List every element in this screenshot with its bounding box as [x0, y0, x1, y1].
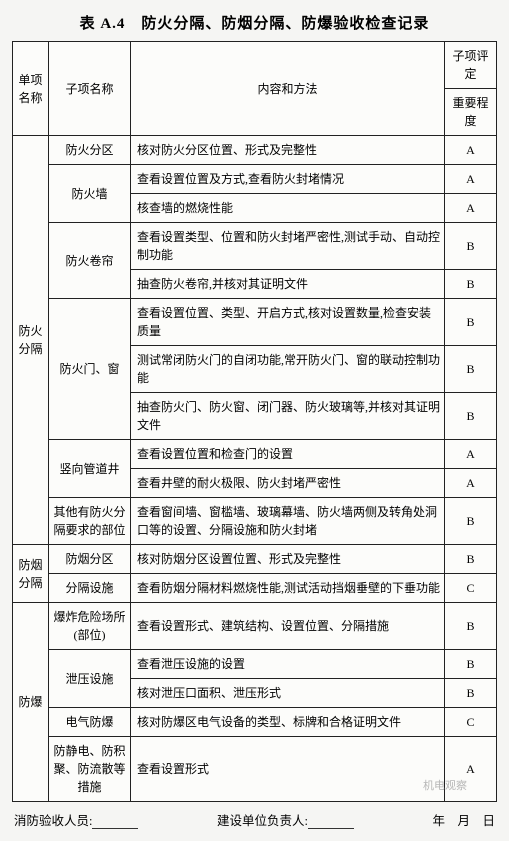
- grade-cell: C: [445, 708, 497, 737]
- grade-cell: A: [445, 440, 497, 469]
- content-cell: 核对防爆区电气设备的类型、标牌和合格证明文件: [131, 708, 445, 737]
- content-cell: 查看窗间墙、窗槛墙、玻璃幕墙、防火墙两侧及转角处洞口等的设置、分隔设施和防火封堵: [131, 498, 445, 545]
- content-cell: 测试常闭防火门的自闭功能,常开防火门、窗的联动控制功能: [131, 346, 445, 393]
- grade-cell: C: [445, 574, 497, 603]
- sub-name: 电气防爆: [49, 708, 131, 737]
- table-row: 防火卷帘查看设置类型、位置和防火封堵严密性,测试手动、自动控制功能B: [13, 223, 497, 270]
- table-row: 电气防爆核对防爆区电气设备的类型、标牌和合格证明文件C: [13, 708, 497, 737]
- table-row: 泄压设施查看泄压设施的设置B: [13, 650, 497, 679]
- grade-cell: B: [445, 346, 497, 393]
- sub-name: 防火卷帘: [49, 223, 131, 299]
- content-cell: 查看设置位置、类型、开启方式,核对设置数量,检查安装质量: [131, 299, 445, 346]
- footer-mid: 建设单位负责人:: [217, 814, 308, 828]
- group-name: 防爆: [13, 603, 49, 802]
- table-title: 表 A.4 防火分隔、防烟分隔、防爆验收检查记录: [12, 12, 497, 33]
- content-cell: 核对防烟分区设置位置、形式及完整性: [131, 545, 445, 574]
- table-row: 防烟分隔防烟分区核对防烟分区设置位置、形式及完整性B: [13, 545, 497, 574]
- table-row: 竖向管道井查看设置位置和检查门的设置A: [13, 440, 497, 469]
- grade-cell: B: [445, 270, 497, 299]
- sub-name: 防烟分区: [49, 545, 131, 574]
- table-row: 分隔设施查看防烟分隔材料燃烧性能,测试活动挡烟垂壁的下垂功能C: [13, 574, 497, 603]
- grade-cell: B: [445, 650, 497, 679]
- group-name: 防火分隔: [13, 136, 49, 545]
- grade-cell: A: [445, 194, 497, 223]
- header-col4-top: 子项评定: [445, 42, 497, 89]
- sub-name: 其他有防火分隔要求的部位: [49, 498, 131, 545]
- header-col4: 重要程度: [445, 89, 497, 136]
- content-cell: 查看防烟分隔材料燃烧性能,测试活动挡烟垂壁的下垂功能: [131, 574, 445, 603]
- header-col3: 内容和方法: [131, 42, 445, 136]
- content-cell: 查看设置类型、位置和防火封堵严密性,测试手动、自动控制功能: [131, 223, 445, 270]
- inspection-table: 单项名称 子项名称 内容和方法 子项评定 重要程度 防火分隔防火分区核对防火分区…: [12, 41, 497, 802]
- grade-cell: B: [445, 299, 497, 346]
- grade-cell: B: [445, 498, 497, 545]
- watermark: 机电观察: [423, 777, 467, 793]
- content-cell: 查看设置形式、建筑结构、设置位置、分隔措施: [131, 603, 445, 650]
- content-cell: 查看泄压设施的设置: [131, 650, 445, 679]
- content-cell: 抽查防火卷帘,并核对其证明文件: [131, 270, 445, 299]
- signature-row: 消防验收人员: 建设单位负责人: 年 月 日: [12, 810, 497, 829]
- table-row: 其他有防火分隔要求的部位查看窗间墙、窗槛墙、玻璃幕墙、防火墙两侧及转角处洞口等的…: [13, 498, 497, 545]
- sub-name: 竖向管道井: [49, 440, 131, 498]
- content-cell: 查看设置位置和检查门的设置: [131, 440, 445, 469]
- content-cell: 查看设置形式: [131, 737, 445, 802]
- grade-cell: B: [445, 679, 497, 708]
- header-col1: 单项名称: [13, 42, 49, 136]
- sub-name: 爆炸危险场所(部位): [49, 603, 131, 650]
- sub-name: 防火分区: [49, 136, 131, 165]
- grade-cell: A: [445, 165, 497, 194]
- table-row: 防火门、窗查看设置位置、类型、开启方式,核对设置数量,检查安装质量B: [13, 299, 497, 346]
- table-row: 防火墙查看设置位置及方式,查看防火封堵情况A: [13, 165, 497, 194]
- sub-name: 分隔设施: [49, 574, 131, 603]
- grade-cell: A: [445, 136, 497, 165]
- content-cell: 核对防火分区位置、形式及完整性: [131, 136, 445, 165]
- table-row: 防火分隔防火分区核对防火分区位置、形式及完整性A: [13, 136, 497, 165]
- grade-cell: B: [445, 545, 497, 574]
- grade-cell: B: [445, 393, 497, 440]
- header-col2: 子项名称: [49, 42, 131, 136]
- content-cell: 核查墙的燃烧性能: [131, 194, 445, 223]
- sub-name: 防火门、窗: [49, 299, 131, 440]
- sub-name: 防火墙: [49, 165, 131, 223]
- content-cell: 抽查防火门、防火窗、闭门器、防火玻璃等,并核对其证明文件: [131, 393, 445, 440]
- table-row: 防爆爆炸危险场所(部位)查看设置形式、建筑结构、设置位置、分隔措施B: [13, 603, 497, 650]
- grade-cell: A: [445, 469, 497, 498]
- content-cell: 查看设置位置及方式,查看防火封堵情况: [131, 165, 445, 194]
- grade-cell: B: [445, 603, 497, 650]
- footer-right: 年 月 日: [432, 810, 495, 829]
- sub-name: 泄压设施: [49, 650, 131, 708]
- group-name: 防烟分隔: [13, 545, 49, 603]
- footer-left: 消防验收人员:: [14, 814, 92, 828]
- sub-name: 防静电、防积聚、防流散等措施: [49, 737, 131, 802]
- grade-cell: B: [445, 223, 497, 270]
- content-cell: 核对泄压口面积、泄压形式: [131, 679, 445, 708]
- content-cell: 查看井壁的耐火极限、防火封堵严密性: [131, 469, 445, 498]
